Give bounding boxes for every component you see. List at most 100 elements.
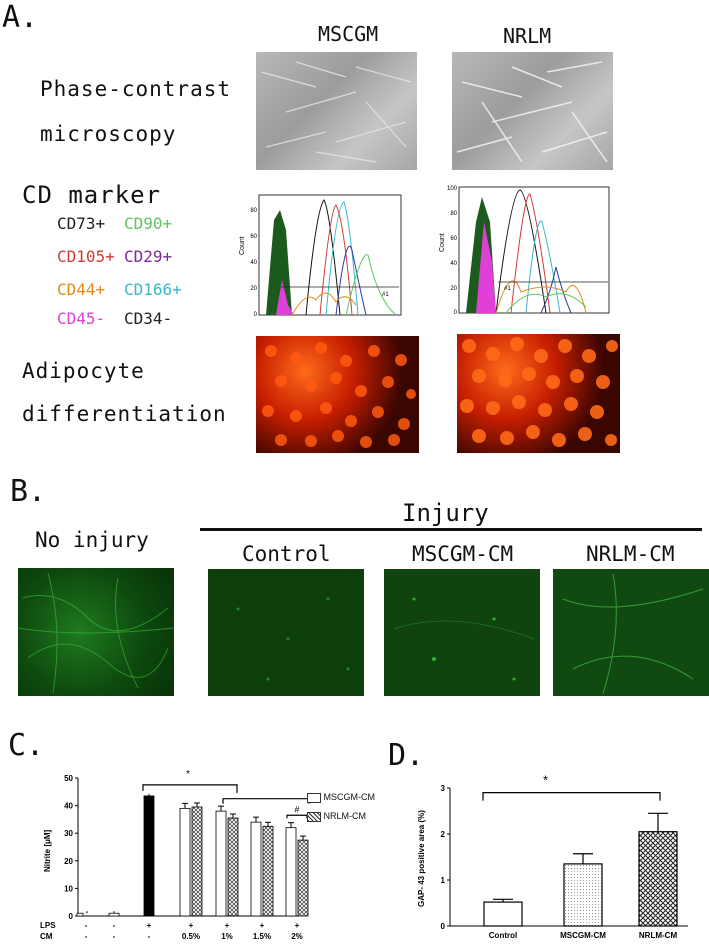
row-label-cm: CM (40, 932, 53, 941)
image-no-injury (17, 568, 175, 696)
hist1-tick: 80 (250, 208, 257, 214)
marker-cd44: CD44+ (57, 280, 106, 299)
y-tick-label: 50 (64, 774, 73, 783)
control-label: Control (242, 542, 331, 566)
legend-swatch-mscgm (307, 792, 321, 803)
bar-gap43 (483, 901, 523, 927)
lps-value: + (260, 921, 265, 930)
lps-value: + (295, 921, 300, 930)
bar-mscgm (179, 807, 191, 917)
bar-nrlm (262, 825, 274, 917)
phase-contrast-image-nrlm (452, 52, 613, 170)
y-tick-label: 30 (64, 829, 73, 838)
panel-d-label: D. (388, 738, 425, 773)
bracket-star (142, 784, 238, 793)
gap43-ylabel: GAP- 43 positive area (%) (417, 810, 426, 907)
bar-gap43 (638, 831, 678, 927)
legend-mscgm: MSCGM-CM (307, 792, 375, 803)
bracket-horizontal (222, 798, 310, 804)
row-label-phase-2: microscopy (40, 122, 177, 146)
phase-contrast-image-mscgm (256, 52, 417, 170)
y-tick-label: 10 (64, 884, 73, 893)
lps-value: + (147, 921, 152, 930)
hist2-tick: 20 (450, 286, 457, 292)
row-label-phase-1: Phase-contrast (40, 77, 232, 101)
injury-label: Injury (402, 499, 489, 527)
cd-histogram-nrlm: Count 100 80 60 40 20 0 #1 (439, 186, 610, 316)
row-label-lps: LPS (40, 921, 56, 930)
cm-value: - (113, 932, 116, 941)
legend-nrlm-label: NRLM-CM (323, 811, 367, 821)
cm-value: 2% (291, 932, 303, 941)
hist2-tick: 60 (450, 236, 457, 242)
bar-control (76, 912, 84, 917)
image-nrlm-cm (553, 569, 709, 696)
legend-nrlm: NRLM-CM (307, 811, 366, 822)
hist1-gate-label: #1 (382, 292, 389, 298)
bar-mscgm (215, 810, 227, 917)
significance-star: * (186, 769, 190, 780)
nitrite-ylabel: Nitrite [μM] (43, 829, 52, 872)
hist2-tick: 0 (454, 310, 458, 316)
injury-bracket-line (200, 528, 702, 531)
col-label-nrlm: NRLM (503, 24, 552, 48)
row-label-cd-marker: CD marker (22, 181, 162, 209)
hist2-tick: 100 (447, 186, 458, 192)
hist1-tick: 40 (250, 260, 257, 266)
hist1-tick: 0 (254, 312, 258, 318)
legend-mscgm-label: MSCGM-CM (323, 792, 376, 802)
mscgm-cm-label: MSCGM-CM (412, 542, 514, 566)
x-tick-label: MSCGM-CM (560, 931, 606, 940)
hist2-tick: 80 (450, 211, 457, 217)
nitrite-chart: Nitrite [μM] 0 10 20 30 40 50 * # LPS CM - - + + + + + - -… (40, 769, 310, 941)
bar-control (143, 795, 155, 917)
lps-value: + (225, 921, 230, 930)
y-tick-label: 40 (64, 802, 73, 811)
cd-histogram-mscgm: Count 80 60 40 20 0 #1 (239, 194, 402, 318)
bracket-star (482, 792, 661, 801)
nrlm-cm-label: NRLM-CM (586, 542, 675, 566)
marker-cd90: CD90+ (124, 214, 173, 233)
y-tick-label: 2 (441, 830, 446, 839)
bar-nrlm (297, 839, 309, 917)
no-injury-label: No injury (35, 528, 149, 552)
y-tick-label: 0 (441, 922, 446, 931)
y-tick-label: 1 (441, 876, 446, 885)
significance-hash: # (294, 804, 299, 814)
lps-value: - (85, 921, 88, 930)
lps-value: + (189, 921, 194, 930)
marker-cd105: CD105+ (57, 247, 115, 266)
image-mscgm-cm (384, 569, 540, 696)
row-label-adipocyte-2: differentiation (22, 402, 227, 426)
hist1-ylabel: Count (239, 236, 246, 255)
x-tick-label: NRLM-CM (639, 931, 678, 940)
adipocyte-image-mscgm (256, 336, 419, 453)
cm-value: 1.5% (253, 932, 271, 941)
marker-cd73: CD73+ (57, 214, 106, 233)
bar-nrlm (227, 817, 239, 917)
significance-star: * (543, 773, 548, 788)
marker-cd166: CD166+ (124, 280, 182, 299)
x-tick-label: Control (489, 931, 517, 940)
gap43-chart: GAP- 43 positive area (%) 0 1 2 3 Control MSCG… (417, 773, 688, 940)
marker-cd29: CD29+ (124, 247, 173, 266)
hist1-tick: 20 (250, 286, 257, 292)
cm-value: 0.5% (182, 932, 200, 941)
hist2-ylabel: Count (439, 233, 446, 252)
hist2-tick: 40 (450, 261, 457, 267)
cm-value: - (148, 932, 151, 941)
panel-a-label: A. (2, 0, 39, 35)
y-tick-label: 0 (69, 912, 74, 921)
col-label-mscgm: MSCGM (318, 22, 379, 46)
adipocyte-image-nrlm (457, 334, 620, 453)
bar-mscgm (250, 821, 262, 917)
marker-cd34: CD34- (124, 309, 173, 328)
bar-control (108, 912, 120, 917)
cm-value: 1% (221, 932, 233, 941)
y-tick-label: 3 (441, 784, 446, 793)
cm-value: - (85, 932, 88, 941)
hist2-gate-label: #1 (504, 286, 511, 292)
marker-cd45: CD45- (57, 309, 106, 328)
image-control (208, 569, 364, 696)
panel-b-label: B. (10, 474, 47, 509)
